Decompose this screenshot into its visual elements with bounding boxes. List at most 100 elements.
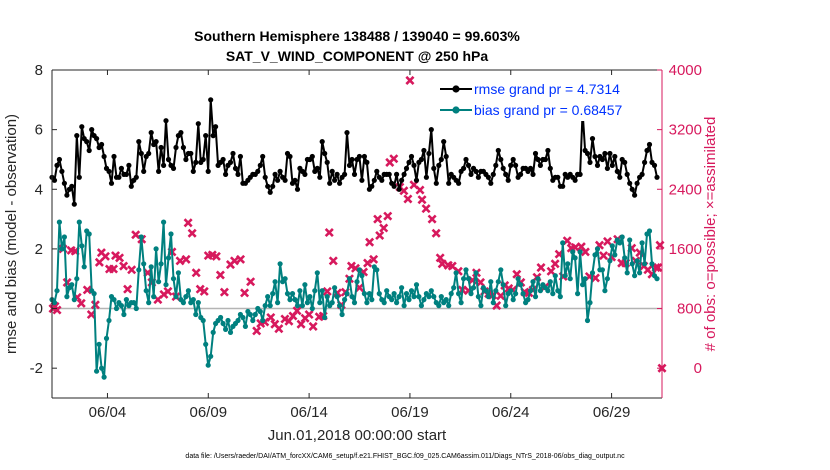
bias-point	[438, 294, 444, 300]
rmse-point	[213, 124, 219, 130]
bias-point	[602, 288, 608, 294]
bias-point	[272, 279, 278, 285]
bias-point	[133, 305, 139, 312]
obs-count-point	[599, 251, 609, 261]
rmse-point	[138, 150, 144, 157]
rmse-point	[379, 177, 385, 183]
obs-marker-stroke	[246, 277, 256, 287]
rmse-point	[99, 141, 105, 148]
obs-count-point	[324, 227, 334, 238]
rmse-point	[627, 180, 633, 186]
bias-point	[399, 285, 405, 291]
bias-point	[121, 311, 127, 318]
rmse-point	[547, 165, 553, 171]
bias-point	[567, 276, 573, 282]
bias-point	[103, 335, 110, 341]
rmse-point	[443, 153, 449, 160]
obs-marker-stroke	[199, 286, 209, 296]
bias-point	[235, 317, 241, 324]
rmse-point	[632, 192, 638, 198]
rmse-point	[446, 180, 452, 186]
chart-subtitle: SAT_V_WIND_COMPONENT @ 250 hPa	[226, 48, 489, 64]
bias-point	[381, 300, 387, 306]
rmse-point	[421, 147, 427, 154]
rmse-point	[208, 97, 214, 103]
obs-marker-stroke	[96, 248, 106, 258]
obs-count-point	[199, 286, 209, 296]
rmse-point	[555, 174, 561, 180]
obs-count-point	[546, 266, 556, 276]
obs-marker-stroke	[127, 265, 137, 275]
rmse-point	[500, 165, 506, 171]
bias-point	[136, 267, 142, 273]
obs-marker-stroke	[546, 266, 556, 276]
rmse-point	[461, 165, 467, 171]
rmse-point	[612, 153, 618, 160]
bias-point	[86, 231, 92, 237]
bias-point	[223, 326, 229, 332]
bias-point	[277, 261, 283, 267]
rmse-point	[413, 177, 420, 183]
obs-marker-stroke	[512, 269, 522, 279]
y2-tick-label: 1600	[669, 241, 702, 258]
bias-point	[394, 300, 400, 306]
obs-count-point	[292, 306, 302, 316]
rmse-point	[69, 183, 75, 189]
rmse-point	[322, 150, 328, 157]
bias-point	[537, 288, 544, 294]
obs-count-point	[181, 254, 191, 264]
bias-point	[218, 314, 224, 321]
rmse-point	[272, 171, 278, 177]
bias-point	[557, 294, 563, 300]
x-tick-label: 06/09	[190, 404, 228, 421]
obs-count-point	[421, 204, 431, 214]
bias-point	[143, 288, 149, 294]
rmse-point	[639, 171, 645, 177]
rmse-point	[510, 156, 516, 163]
rmse-point	[51, 177, 58, 183]
bias-point	[416, 294, 422, 300]
bias-point	[210, 329, 216, 335]
bias-point	[289, 291, 296, 297]
obs-count-point	[108, 264, 119, 274]
rmse-point	[371, 177, 377, 183]
rmse-point	[56, 156, 63, 163]
obs-marker-stroke	[369, 254, 379, 264]
rmse-point	[642, 159, 648, 165]
obs-marker-stroke	[496, 291, 506, 301]
bias-point	[200, 317, 206, 324]
bias-point	[203, 341, 209, 347]
rmse-point	[165, 156, 172, 163]
bias-point	[627, 237, 633, 243]
bias-point	[488, 279, 494, 285]
rmse-point	[396, 186, 402, 192]
legend-box	[432, 75, 654, 121]
obs-count-point	[127, 265, 137, 275]
bias-point	[208, 353, 214, 359]
bias-point	[587, 300, 593, 306]
rmse-point	[654, 174, 660, 180]
bias-point	[294, 303, 301, 309]
rmse-point	[334, 171, 340, 177]
obs-marker-stroke	[52, 305, 62, 315]
bias-point	[503, 303, 509, 309]
bias-point	[309, 305, 315, 312]
rmse-point	[156, 168, 162, 174]
bias-point	[302, 282, 308, 288]
bias-point	[99, 365, 105, 371]
rmse-point	[342, 171, 348, 177]
y-tick-label: 4	[35, 181, 43, 198]
bias-point	[257, 308, 263, 315]
rmse-point	[116, 174, 122, 180]
obs-count-point	[375, 230, 385, 241]
obs-marker-stroke	[211, 251, 221, 261]
rmse-point	[74, 133, 80, 139]
x-tick-label: 06/29	[593, 404, 631, 421]
bias-point	[376, 291, 382, 297]
bias-point	[609, 243, 615, 249]
y-axis-label: rmse and bias (model - observation)	[3, 114, 20, 354]
obs-count-point	[437, 259, 447, 269]
bias-point	[649, 261, 655, 267]
obs-count-point	[403, 194, 413, 204]
obs-count-point	[219, 287, 229, 297]
